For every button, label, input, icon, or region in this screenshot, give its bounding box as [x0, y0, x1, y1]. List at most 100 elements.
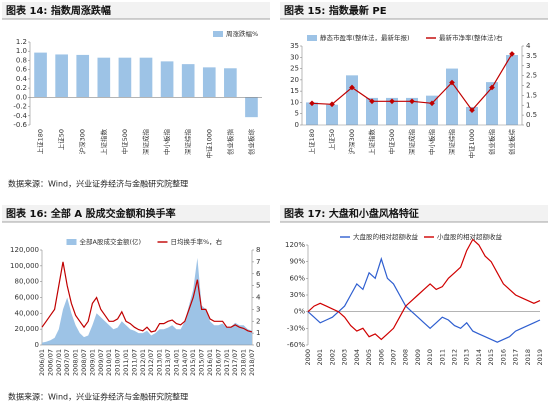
y-tick-label: 5: [295, 110, 299, 118]
x-tick-label: 2015/07: [198, 349, 206, 376]
x-tick-label: 2014/07: [181, 349, 189, 376]
bar: [326, 104, 338, 125]
header-bar: [280, 2, 548, 19]
x-tick-label: 上证50: [57, 129, 66, 150]
x-tick-label: 2003: [341, 349, 349, 366]
y2-tick-label: 3: [256, 305, 260, 313]
y2-tick-label: 6: [256, 270, 261, 278]
x-tick-label: 2010: [426, 349, 434, 366]
line: [41, 261, 253, 333]
bar: [346, 75, 358, 125]
x-tick-label: 2012: [451, 349, 459, 366]
x-tick-label: 创业板综: [507, 129, 516, 156]
y-tick-label: 0.8: [16, 56, 27, 64]
y-tick-label: -0.6: [13, 121, 27, 129]
y-tick-label: 60%: [289, 274, 305, 282]
y-tick-label: 0.4: [16, 75, 28, 83]
y2-tick-label: 0.5: [526, 111, 537, 119]
y-tick-label: 40,000: [15, 309, 40, 317]
x-tick-label: 中证500: [387, 129, 396, 154]
x-tick-label: 2004: [353, 349, 361, 366]
bar: [366, 97, 378, 125]
y-tick-label: 20,000: [15, 325, 40, 333]
x-tick-label: 2009: [414, 349, 422, 366]
bar: [224, 68, 237, 98]
legend-label: 静态市盈率(整体法，最新年报): [320, 33, 410, 42]
y2-tick-label: 7: [256, 258, 260, 266]
marker: [469, 107, 475, 114]
chart-title: 图表 16: 全部 A 股成交金额和换手率: [6, 207, 176, 220]
x-tick-label: 2005: [365, 349, 373, 366]
x-tick-label: 2000: [304, 349, 312, 366]
x-tick-label: 2011/07: [130, 349, 138, 376]
bar: [306, 102, 318, 125]
legend-label: 周涨跌幅%: [226, 29, 258, 38]
marker: [369, 98, 375, 105]
x-tick-label: 创业板指: [487, 129, 496, 156]
y2-tick-label: 3.5: [526, 52, 537, 60]
line: [307, 238, 541, 341]
marker: [389, 98, 395, 105]
marker: [349, 84, 355, 91]
legend-swatch: [307, 35, 317, 41]
x-tick-label: 2008: [402, 349, 410, 366]
y-tick-label: 15: [290, 87, 299, 95]
bar: [76, 54, 90, 98]
x-tick-label: 深证综指: [183, 129, 192, 156]
x-tick-label: 2017/07: [231, 349, 239, 376]
x-tick-label: 2007/01: [55, 349, 63, 376]
legend-label: 大盘股的相对超额收益: [353, 232, 419, 241]
y-tick-label: 0.2: [16, 84, 27, 92]
y-tick-label: -60%: [287, 341, 305, 349]
bar: [139, 57, 153, 98]
x-tick-label: 2018/01: [240, 349, 248, 376]
x-tick-label: 中证1000: [204, 129, 213, 159]
legend-swatch: [66, 239, 77, 245]
x-tick-label: 2018/07: [248, 349, 256, 376]
x-tick-label: 2013/07: [164, 349, 172, 376]
legend-label: 小盘股的相对超额收益: [437, 232, 503, 241]
bar: [202, 67, 216, 98]
y2-tick-label: 4: [526, 42, 531, 50]
y2-tick-label: 5: [256, 282, 260, 290]
x-tick-label: 中证1000: [467, 129, 476, 159]
x-tick-label: 2011/01: [122, 349, 130, 376]
source-note: 数据来源：Wind，兴业证券经济与金融研究院整理: [8, 392, 188, 402]
x-tick-label: 2008/07: [80, 349, 88, 376]
y-tick-label: 120%: [285, 241, 305, 249]
bar: [506, 55, 518, 125]
x-tick-label: 2007: [389, 349, 397, 366]
y-tick-label: 1.0: [16, 47, 27, 55]
marker: [309, 100, 315, 107]
line: [307, 256, 541, 343]
x-tick-label: 2007/07: [63, 349, 71, 376]
x-tick-label: 2019: [536, 349, 544, 366]
bar: [486, 82, 498, 125]
y2-tick-label: 2: [526, 82, 530, 90]
x-tick-label: 2001: [316, 349, 324, 366]
marker: [449, 79, 455, 86]
y-tick-label: 90%: [289, 258, 305, 266]
x-tick-label: 沪深300: [78, 129, 87, 154]
header-bar: [2, 205, 270, 222]
y-tick-label: 30: [290, 53, 299, 61]
chart-title: 图表 15: 指数最新 PE: [284, 4, 387, 17]
x-tick-label: 中小板指: [427, 129, 436, 156]
x-tick-label: 2017: [512, 349, 520, 366]
x-tick-label: 2006/07: [46, 349, 54, 376]
y-tick-label: -0.4: [13, 112, 27, 120]
x-tick-label: 2010/07: [114, 349, 122, 376]
y2-tick-label: 2: [256, 317, 260, 325]
bar: [34, 52, 47, 98]
bar: [181, 64, 195, 98]
x-tick-label: 中证500: [120, 129, 129, 154]
legend-label: 最新市净率(整体法)右: [439, 33, 503, 42]
legend-label: 全部A股成交金额(亿): [80, 237, 142, 246]
x-tick-label: 2012/07: [147, 349, 155, 376]
marker: [489, 84, 495, 91]
x-tick-label: 2018: [524, 349, 532, 366]
bar: [245, 97, 258, 118]
marker: [329, 101, 335, 108]
x-tick-label: 2017/01: [223, 349, 231, 376]
